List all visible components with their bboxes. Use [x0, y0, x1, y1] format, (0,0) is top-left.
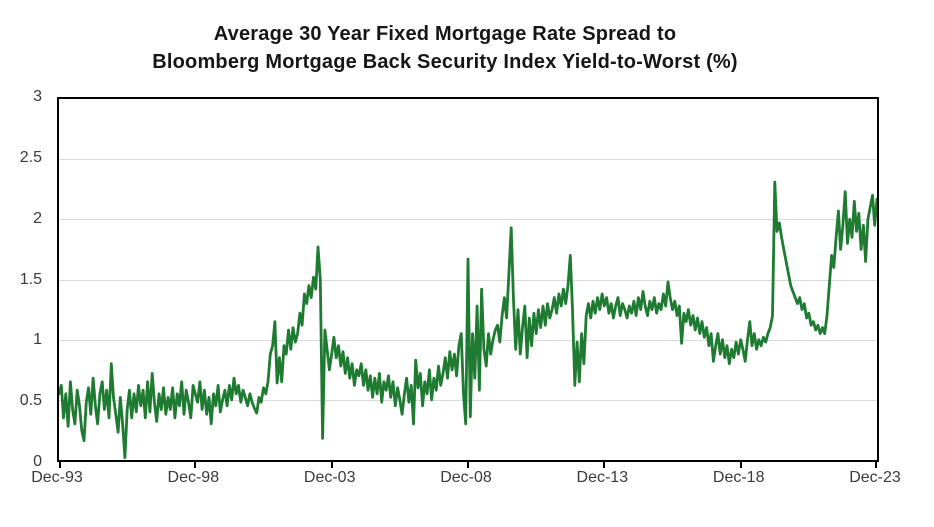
x-axis-tick-label: Dec-98 — [167, 469, 220, 486]
chart-title: Average 30 Year Fixed Mortgage Rate Spre… — [0, 20, 890, 76]
x-axis: Dec-93 Dec-98 Dec-03 Dec-08 Dec-13 Dec-18 Dec-… — [31, 469, 901, 491]
x-axis-tick-label: Dec-18 — [712, 469, 765, 486]
plot-area — [57, 97, 879, 468]
x-axis-tick-label: Dec-08 — [440, 469, 492, 486]
y-axis-tick-label: 2 — [33, 209, 42, 227]
x-tick-mark — [739, 462, 742, 468]
gridline — [59, 159, 877, 161]
y-axis-tick-label: 0 — [33, 453, 42, 470]
x-tick-mark — [330, 462, 333, 468]
x-tick-mark — [875, 462, 877, 468]
y-axis: 0 0.5 1 1.5 2 2.5 3 — [0, 88, 50, 470]
y-axis-tick-label: 0.5 — [19, 392, 42, 410]
x-axis-tick-label: Dec-13 — [576, 469, 629, 486]
x-tick-mark — [194, 462, 197, 468]
chart-title-line2: Bloomberg Mortgage Back Security Index Y… — [152, 51, 738, 73]
y-axis-tick-label: 1 — [33, 331, 42, 349]
y-axis-tick-label: 1.5 — [19, 270, 42, 288]
chart-title-line1: Average 30 Year Fixed Mortgage Rate Spre… — [213, 23, 677, 45]
x-axis-tick-label: Dec-03 — [303, 469, 356, 486]
spread-line-series — [59, 180, 877, 460]
y-axis-tick-label: 2.5 — [19, 148, 42, 166]
x-axis-tick-label: Dec-93 — [31, 469, 83, 486]
series-line-path — [59, 180, 877, 460]
x-tick-mark — [59, 462, 61, 468]
x-tick-mark — [603, 462, 606, 468]
gridline — [59, 399, 877, 401]
x-tick-mark — [467, 462, 469, 468]
gridline — [59, 219, 877, 221]
y-axis-tick-label: 3 — [33, 88, 42, 105]
x-axis-tick-label: Dec-23 — [849, 469, 901, 486]
